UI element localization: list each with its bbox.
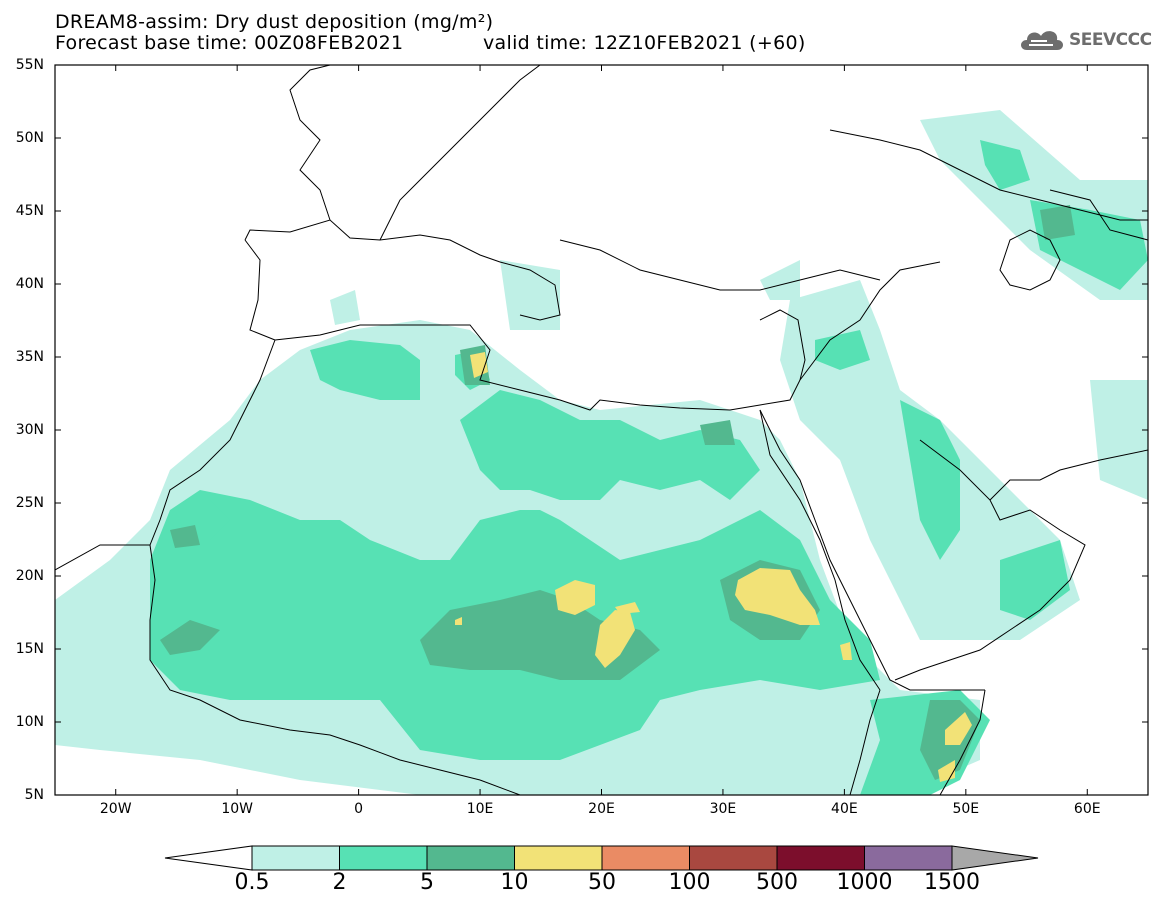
colorbar [164, 845, 1039, 871]
lat-label: 35N [15, 349, 44, 365]
dust-fields [55, 110, 1148, 795]
map-title: DREAM8-assim: Dry dust deposition (mg/m²… [55, 11, 494, 33]
lat-label: 25N [15, 495, 44, 511]
colorbar-segment [689, 845, 778, 871]
lat-label: 10N [15, 714, 44, 730]
dust-level-10 [455, 352, 972, 782]
cloud-icon [1021, 31, 1063, 50]
lat-label: 40N [15, 276, 44, 292]
colorbar-over-arrow [951, 845, 1039, 871]
colorbar-under-arrow [164, 845, 253, 871]
colorbar-label: 2 [332, 870, 347, 895]
lon-label: 20W [99, 801, 132, 817]
forecast-base-time: Forecast base time: 00Z08FEB2021 [55, 32, 404, 54]
valid-time: valid time: 12Z10FEB2021 (+60) [483, 32, 806, 54]
colorbar-segment [601, 845, 690, 871]
lon-label: 20E [588, 801, 615, 817]
lon-label: 60E [1073, 801, 1101, 817]
colorbar-label: 10 [500, 870, 529, 895]
colorbar-label: 0.5 [234, 870, 270, 895]
colorbar-segment [339, 845, 428, 871]
lon-label: 50E [952, 801, 980, 817]
colorbar-label: 1500 [924, 870, 980, 895]
colorbar-segment [426, 845, 515, 871]
axis-ticks [55, 64, 1148, 796]
lat-label: 30N [15, 422, 44, 438]
colorbar-segment [514, 845, 603, 871]
lat-label: 5N [24, 787, 44, 803]
lat-label: 55N [15, 57, 44, 73]
colorbar-label: 1000 [836, 870, 893, 895]
colorbar-segment [776, 845, 865, 871]
colorbar-segment [864, 845, 953, 871]
colorbar-label: 50 [588, 870, 616, 895]
lon-label: 30E [709, 801, 737, 817]
lon-label: 10W [221, 801, 253, 817]
lat-label: 15N [15, 641, 44, 657]
lat-label: 50N [15, 130, 44, 146]
logo-text: SEEVCCC [1069, 30, 1152, 50]
colorbar-label: 100 [668, 870, 711, 895]
lon-label: 40E [831, 801, 858, 817]
lat-label: 45N [15, 203, 44, 219]
lat-label: 20N [15, 568, 44, 584]
colorbar-label: 500 [756, 870, 798, 895]
coastlines [55, 65, 1148, 795]
lon-label: 0 [354, 801, 364, 817]
lon-label: 10E [466, 801, 494, 817]
colorbar-label: 5 [420, 870, 434, 895]
colorbar-segment [251, 845, 340, 871]
seevccc-logo: SEEVCCC [1017, 26, 1152, 54]
